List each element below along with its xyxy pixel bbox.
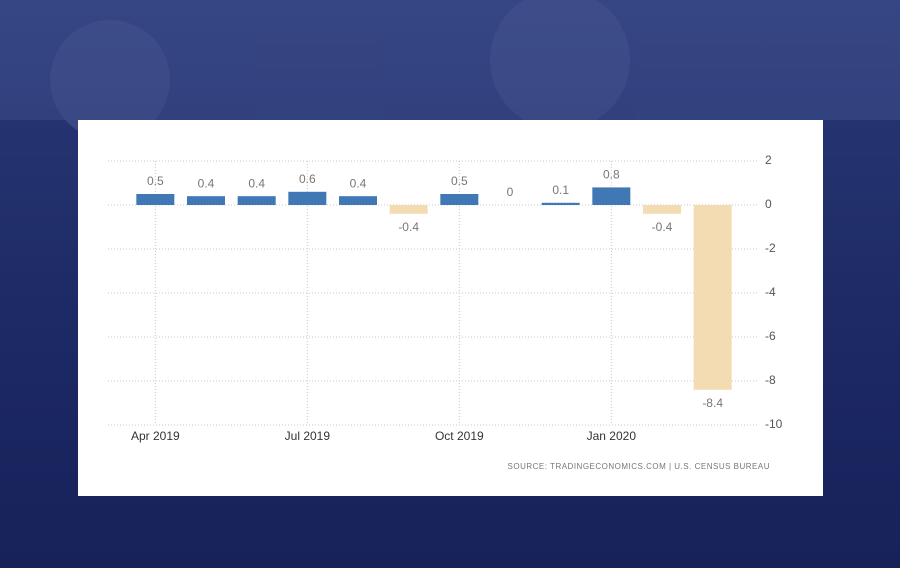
value-label: -8.4 — [702, 396, 723, 410]
value-label: 0.8 — [603, 168, 620, 182]
bar — [187, 196, 225, 205]
source: SOURCE: TRADINGECONOMICS.COM | U.S. CENS… — [508, 462, 770, 471]
bar — [339, 196, 377, 205]
bar — [643, 205, 681, 214]
value-label: 0 — [507, 185, 514, 199]
y-tick-label: 0 — [765, 197, 772, 211]
value-label: 0.4 — [248, 176, 265, 190]
bar — [389, 205, 428, 214]
bar — [237, 196, 276, 205]
y-tick-label: 2 — [765, 153, 772, 167]
value-label: 0.4 — [198, 176, 215, 190]
x-tick-label: Jan 2020 — [587, 429, 637, 443]
x-tick-label: Oct 2019 — [435, 429, 484, 443]
bar — [693, 205, 732, 390]
y-tick-label: -10 — [765, 417, 783, 431]
value-label: 0.6 — [299, 172, 316, 186]
bar — [440, 194, 479, 205]
y-tick-label: -2 — [765, 241, 776, 255]
x-tick-label: Jul 2019 — [285, 429, 331, 443]
value-label: 0.1 — [552, 183, 569, 197]
value-label: -0.4 — [652, 220, 673, 234]
y-tick-label: -8 — [765, 373, 776, 387]
y-tick-label: -6 — [765, 329, 776, 343]
value-label: 0.5 — [147, 174, 164, 188]
bg-portrait — [490, 0, 630, 130]
bar — [136, 194, 175, 205]
y-tick-label: -4 — [765, 285, 776, 299]
bar — [592, 187, 631, 205]
value-label: -0.4 — [398, 220, 419, 234]
bar — [541, 202, 580, 205]
value-label: 0.5 — [451, 174, 468, 188]
bar — [288, 191, 327, 205]
x-tick-label: Apr 2019 — [131, 429, 180, 443]
background-decor — [0, 0, 900, 140]
value-label: 0.4 — [350, 176, 367, 190]
bg-portrait — [50, 20, 170, 140]
bg-band — [0, 0, 900, 120]
